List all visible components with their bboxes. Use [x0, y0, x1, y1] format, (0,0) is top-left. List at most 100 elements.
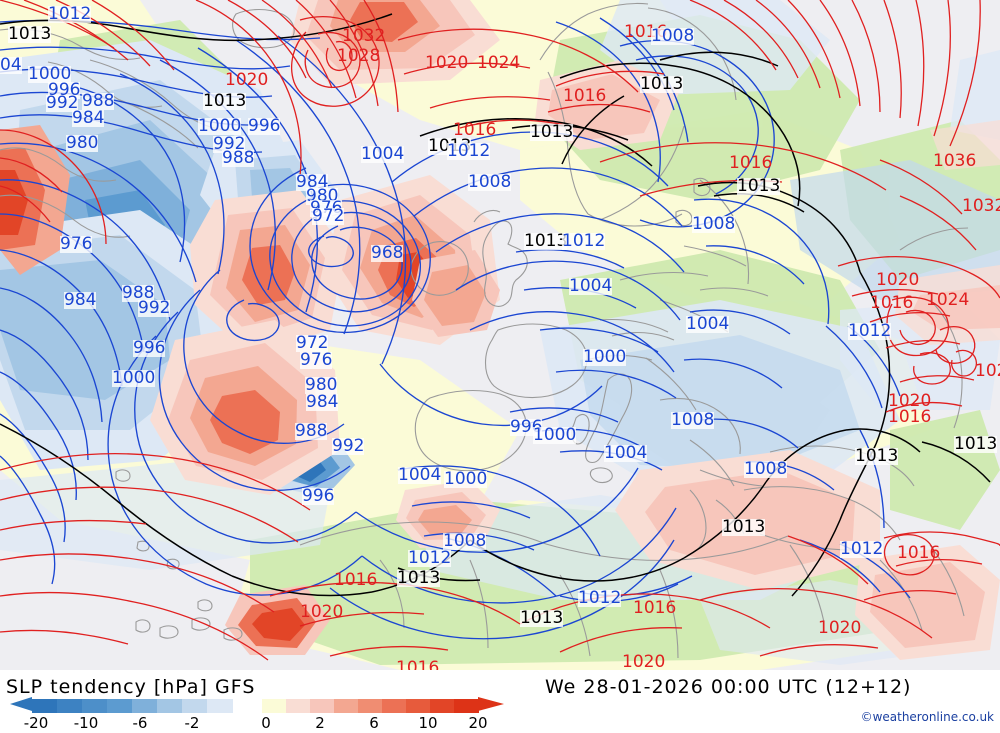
map-footer: SLP tendency [hPa] GFS We 28-01-2026 00:…	[0, 670, 1000, 733]
colorbar-tick: -20	[23, 714, 49, 732]
isobar-label: 1013	[530, 122, 574, 142]
isobar-label: 1028	[337, 46, 381, 66]
isobar-label: 1012	[578, 588, 622, 608]
isobar-label: 1016	[563, 86, 607, 106]
isobar-label: 1016	[633, 598, 677, 618]
colorbar-swatch	[262, 699, 287, 713]
colorbar-swatch	[286, 699, 311, 713]
isobar-label: 1004	[361, 144, 405, 164]
isobar-label: 996	[302, 486, 335, 506]
isobar-label: 1013	[954, 434, 998, 454]
isobar-label: 996	[133, 338, 166, 358]
isobar-label: 1000	[198, 116, 242, 136]
colorbar-positive	[262, 699, 479, 713]
colorbar-swatch	[358, 699, 383, 713]
isobar-label: 1012	[840, 539, 884, 559]
isobar-label: 1008	[692, 214, 736, 234]
colorbar-swatch	[334, 699, 359, 713]
colorbar-swatch	[406, 699, 431, 713]
isobar-label: 1013	[855, 446, 899, 466]
map-graphic	[0, 0, 1000, 670]
isobar-label: 1024	[477, 53, 521, 73]
colorbar-tick: 2	[315, 714, 325, 732]
colorbar-swatch	[382, 699, 407, 713]
isobar-label: 1000	[533, 425, 577, 445]
isobar-label: 1020	[425, 53, 469, 73]
isobar-label: 1020	[876, 270, 920, 290]
isobar-label: 1016	[729, 153, 773, 173]
isobar-label: 992	[332, 436, 365, 456]
colorbar-low-extend-arrow	[10, 697, 32, 711]
colorbar-negative	[32, 699, 233, 713]
isobar-label: 1008	[744, 459, 788, 479]
isobar-label: 1012	[562, 231, 606, 251]
isobar-label: 1016	[334, 570, 378, 590]
colorbar-tick: -6	[132, 714, 148, 732]
isobar-label: 1000	[28, 64, 72, 84]
isobar-label: 1000	[112, 368, 156, 388]
colorbar-tick: 10	[418, 714, 438, 732]
isobar-label: 1004	[569, 276, 613, 296]
isobar-label: 968	[371, 243, 404, 263]
isobar-label: 1013	[737, 176, 781, 196]
chart-title: SLP tendency [hPa] GFS	[6, 676, 256, 698]
isobar-label: 1000	[444, 469, 488, 489]
isobar-label: 1008	[651, 26, 695, 46]
isobar-label: 1020	[622, 652, 666, 671]
isobar-label: 980	[305, 375, 338, 395]
isobar-label: 04	[0, 55, 22, 75]
isobar-label: 1004	[686, 314, 730, 334]
isobar-label: 1013	[8, 24, 52, 44]
isobar-label: 1012	[48, 4, 92, 24]
colorbar-tick: -10	[73, 714, 99, 732]
isobar-label: 1016	[870, 293, 914, 313]
isobar-label: 1008	[443, 531, 487, 551]
colorbar-swatch	[107, 699, 133, 713]
isobar-label: 984	[296, 172, 329, 192]
isobar-label: 1020	[888, 391, 932, 411]
isobar-label: 972	[296, 333, 329, 353]
isobar-label: 972	[312, 206, 345, 226]
colorbar-swatch	[57, 699, 83, 713]
isobar-label: 1000	[583, 347, 627, 367]
isobar-label: 996	[48, 80, 81, 100]
isobar-label: 984	[64, 290, 97, 310]
isobar-label: 1013	[722, 517, 766, 537]
copyright-notice: ©weatheronline.co.uk	[860, 710, 994, 724]
isobar-label: 996	[248, 116, 281, 136]
isobar-label: 1016	[453, 120, 497, 140]
colorbar-tick: -2	[184, 714, 200, 732]
colorbar-high-extend-arrow	[478, 697, 504, 711]
model-run-timestamp: We 28-01-2026 00:00 UTC (12+12)	[545, 676, 912, 698]
colorbar-swatch	[454, 699, 479, 713]
isobar-label: 1032	[342, 26, 386, 46]
colorbar-swatch	[132, 699, 158, 713]
colorbar-swatch	[32, 699, 58, 713]
isobar-label: 988	[295, 421, 328, 441]
colorbar-swatch	[430, 699, 455, 713]
isobar-label: 1020	[300, 602, 344, 622]
isobar-label: 976	[300, 350, 333, 370]
isobar-label: 1032	[962, 196, 1000, 216]
colorbar-legend: -20 -10 -6 -2 0 2 6 10 20	[0, 697, 540, 733]
colorbar-swatch	[157, 699, 183, 713]
isobar-label: 984	[306, 392, 339, 412]
isobar-label: 1020	[818, 618, 862, 638]
isobar-label: 1012	[848, 321, 892, 341]
colorbar-swatch	[207, 699, 233, 713]
map-canvas[interactable]: 1012 1013 04 1000 996 992 988 984 980 976 984 988 99…	[0, 0, 1000, 670]
colorbar-tick: 6	[369, 714, 379, 732]
isobar-label: 988	[122, 283, 155, 303]
isobar-label: 1008	[468, 172, 512, 192]
isobar-label: 980	[66, 133, 99, 153]
isobar-label: 1004	[604, 443, 648, 463]
isobar-label: 102	[975, 361, 1000, 381]
isobar-label: 1012	[447, 141, 491, 161]
isobar-label: 992	[46, 93, 79, 113]
isobar-label: 1013	[397, 568, 441, 588]
isobar-label: 992	[213, 134, 246, 154]
isobar-label: 1013	[640, 74, 684, 94]
isobar-label: 1012	[408, 548, 452, 568]
isobar-label: 1016	[396, 658, 440, 671]
